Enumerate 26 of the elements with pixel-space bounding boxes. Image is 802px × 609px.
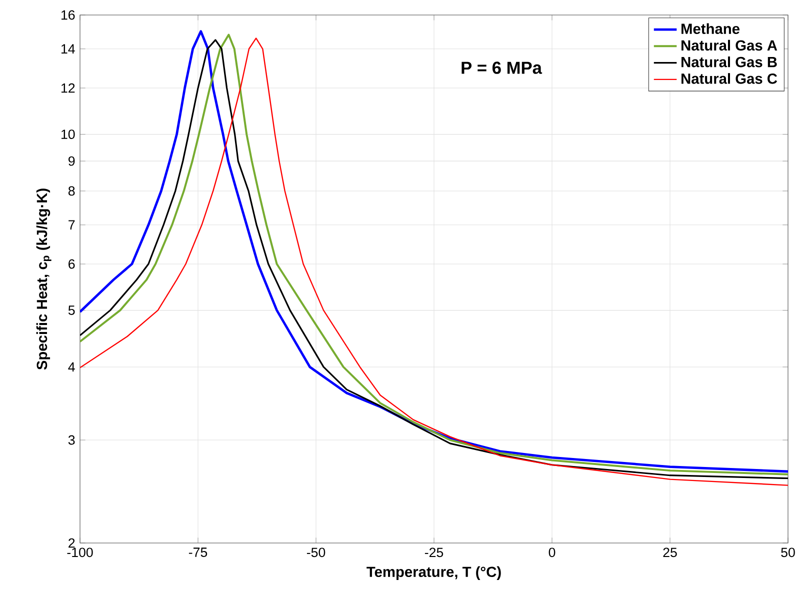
annotation: P = 6 MPa xyxy=(462,62,542,74)
legend-label: Methane xyxy=(682,23,740,34)
x-tick-label: 0 xyxy=(548,548,556,558)
y-tick-label: 14 xyxy=(61,44,75,54)
y-axis-title: Specific Heat, c$_{p}$ (kJ/kg·K) xyxy=(36,188,52,370)
y-tick-label: 6 xyxy=(68,259,75,269)
x-tick-label: -25 xyxy=(424,548,444,558)
y-tick-label: 8 xyxy=(68,186,75,196)
y-tick-label: 9 xyxy=(68,156,75,166)
x-tick-label: 25 xyxy=(663,548,677,558)
y-tick-label: 5 xyxy=(68,306,75,315)
legend-label: Natural Gas A xyxy=(682,40,778,51)
y-tick-label: 16 xyxy=(61,10,75,20)
x-tick-label: -100 xyxy=(67,548,93,558)
x-tick-label: -50 xyxy=(306,548,326,558)
legend-label: Natural Gas C xyxy=(682,73,778,84)
y-tick-label: 10 xyxy=(61,130,75,140)
y-tick-label: 7 xyxy=(68,220,75,230)
y-tick-label: 2 xyxy=(68,538,75,548)
x-tick-label: 50 xyxy=(781,548,795,558)
legend-label: Natural Gas B xyxy=(682,56,777,68)
y-tick-label: 12 xyxy=(61,83,75,93)
y-tick-label: 3 xyxy=(68,435,75,445)
x-tick-label: -75 xyxy=(188,548,208,557)
x-axis-title: Temperature, T (°C) xyxy=(366,566,501,580)
y-tick-label: 4 xyxy=(68,362,75,372)
